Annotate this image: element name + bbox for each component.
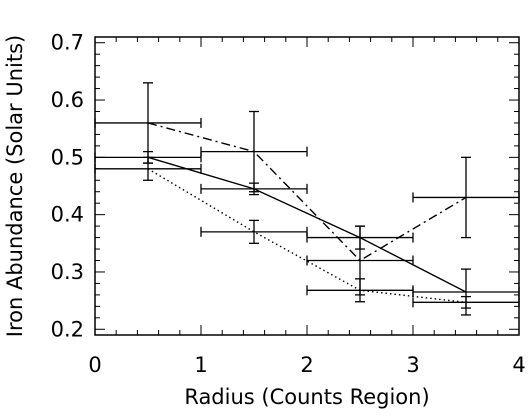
- data-marks: [94, 82, 520, 316]
- x-axis-label: Radius (Counts Region): [184, 385, 429, 409]
- series-line-solid: [147, 156, 467, 293]
- axis-ticks: 0 1 2 3 4 0.2 0.3 0.4 0.5 0.6 0.7: [51, 31, 526, 377]
- x-tick-label: 0: [88, 353, 101, 377]
- y-tick-label: 0.3: [51, 260, 84, 284]
- plot-frame: [94, 36, 520, 336]
- x-tick-label: 2: [300, 353, 313, 377]
- y-tick-label: 0.4: [51, 203, 84, 227]
- series-line-dash-dot: [147, 122, 467, 262]
- x-tick-label: 3: [406, 353, 419, 377]
- x-tick-label: 4: [512, 353, 525, 377]
- x-tick-label: 1: [194, 353, 207, 377]
- y-tick-label: 0.2: [51, 317, 84, 341]
- series-line-dotted: [147, 168, 467, 304]
- y-tick-label: 0.6: [51, 88, 84, 112]
- y-axis-label: Iron Abundance (Solar Units): [3, 35, 27, 337]
- y-tick-label: 0.7: [51, 31, 84, 55]
- y-tick-label: 0.5: [51, 145, 84, 169]
